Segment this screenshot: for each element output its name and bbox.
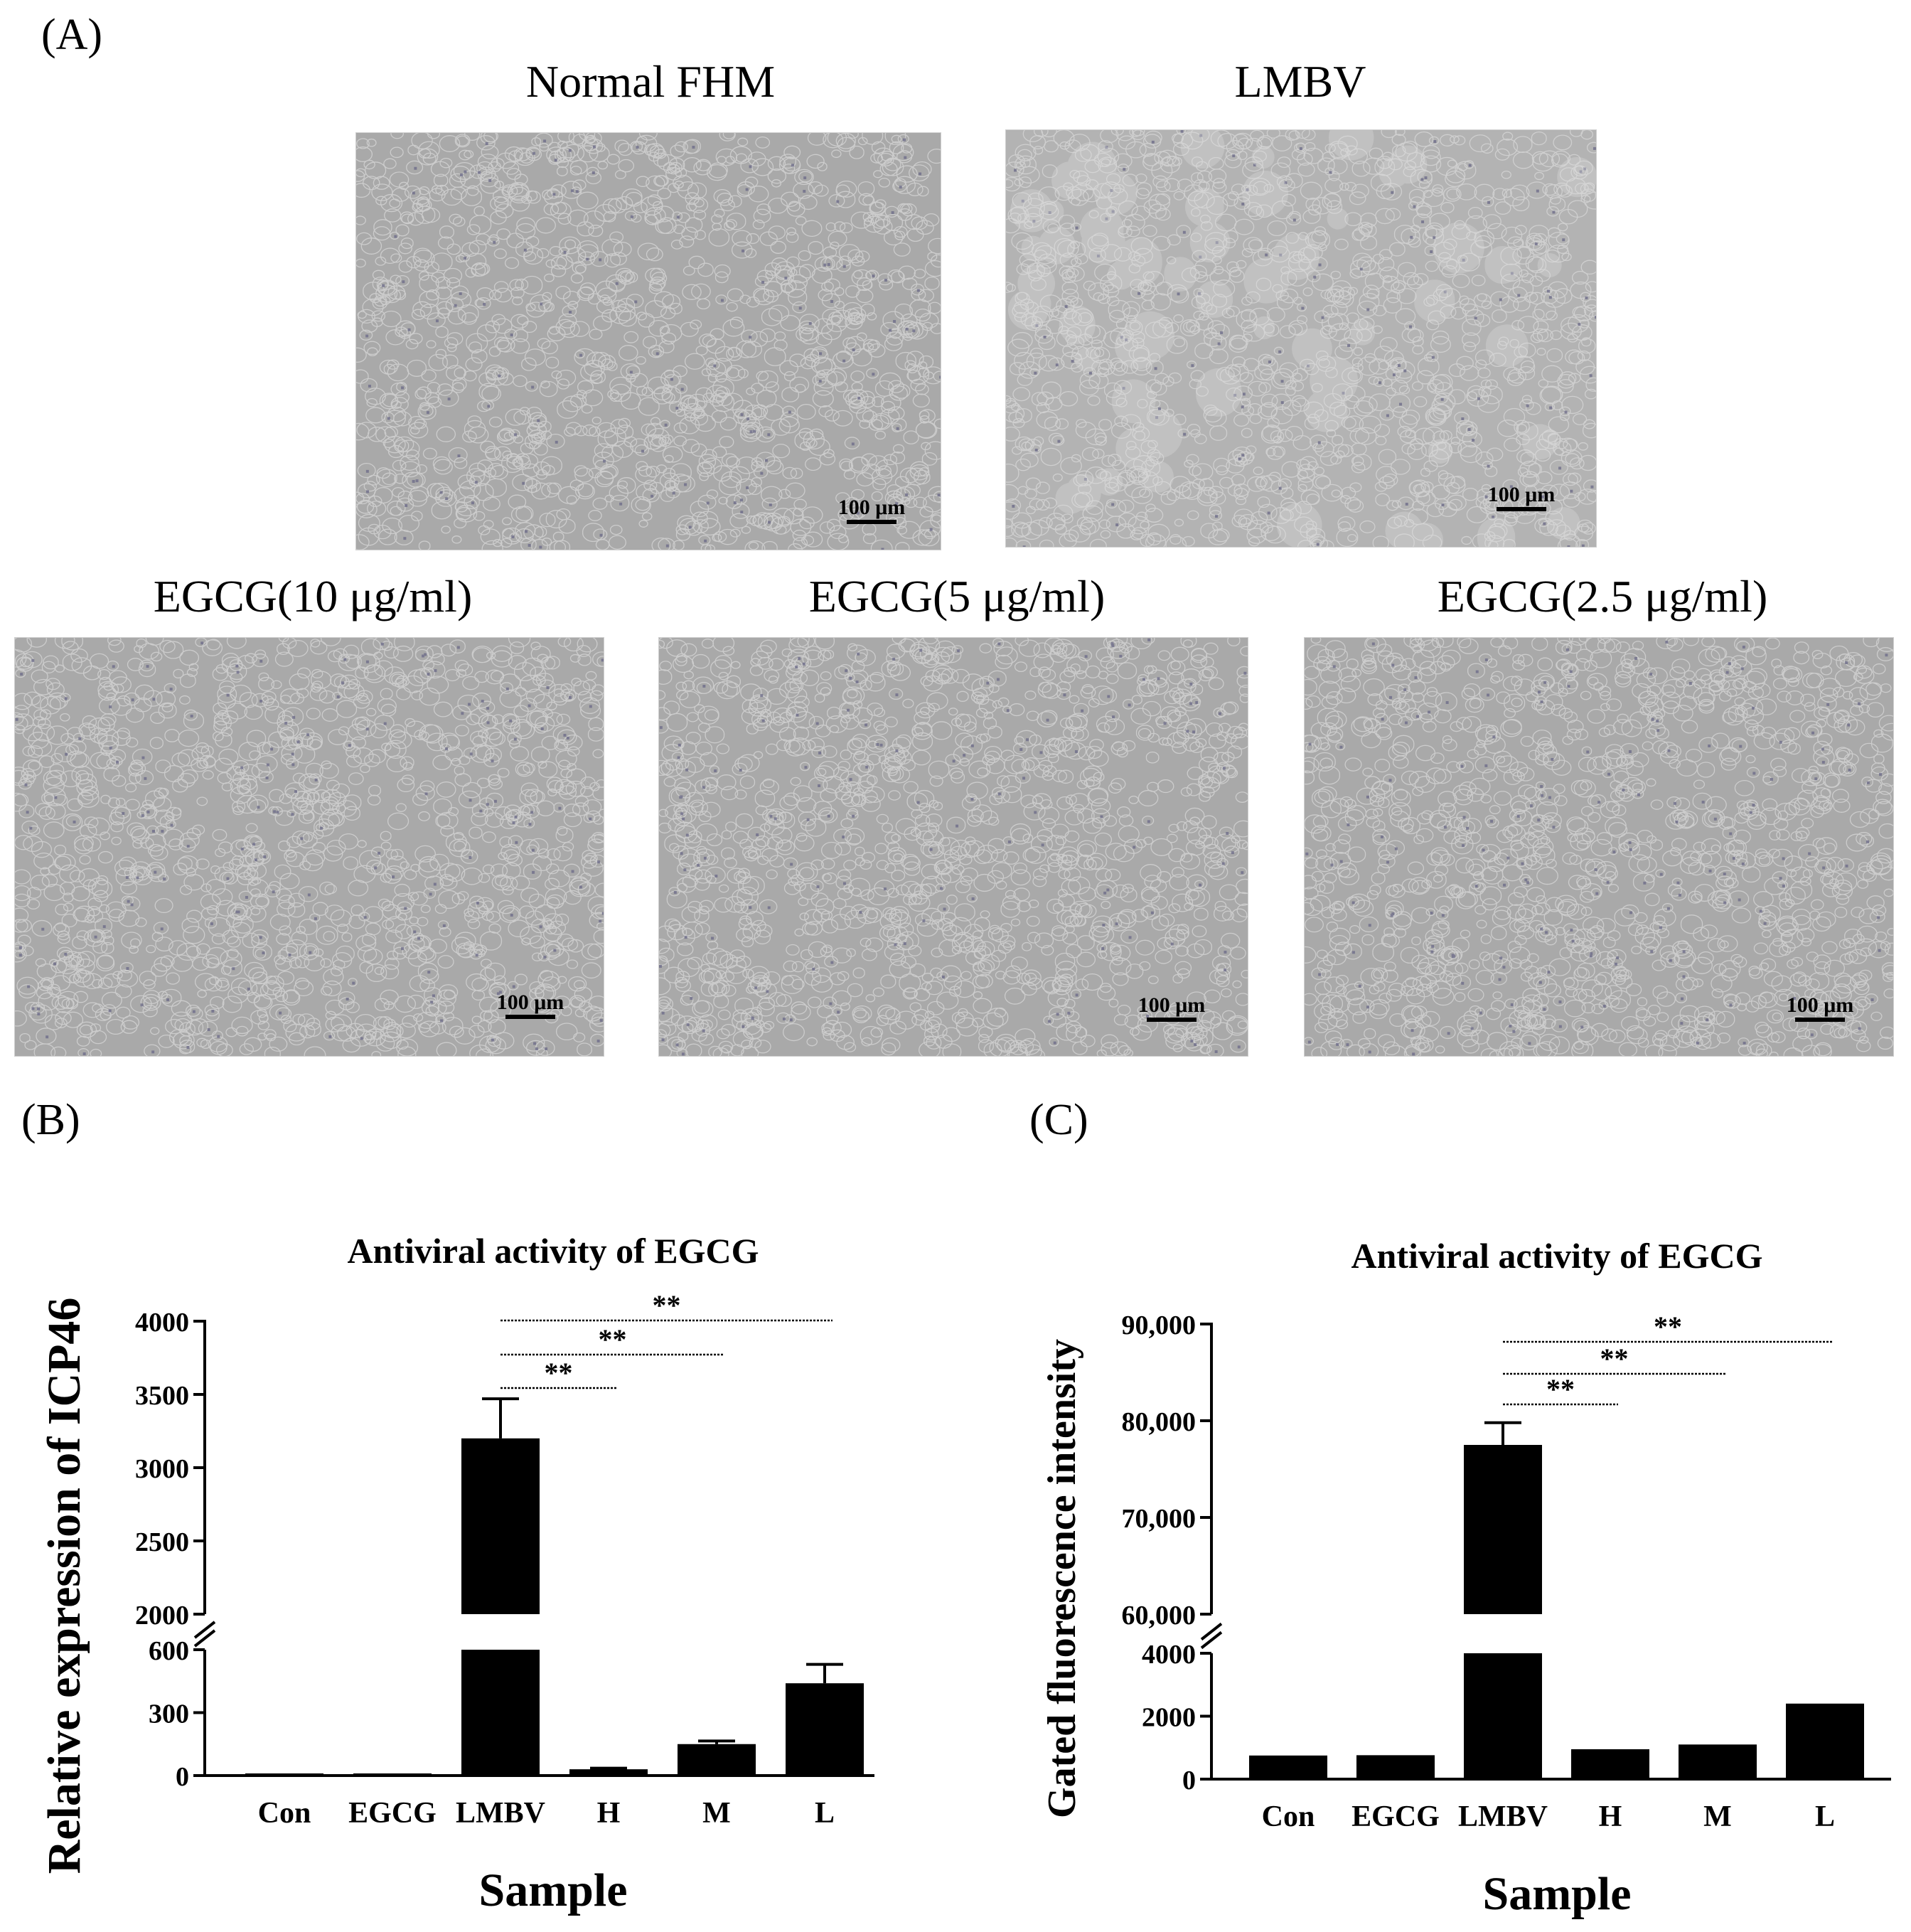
bar bbox=[1571, 1749, 1649, 1779]
bar-lower-segment bbox=[1464, 1653, 1542, 1779]
x-tick-label: H bbox=[1599, 1800, 1622, 1833]
y-tick-label: 90,000 bbox=[1122, 1311, 1197, 1340]
x-axis-label: Sample bbox=[1482, 1868, 1631, 1920]
y-tick-label: 4000 bbox=[1142, 1640, 1196, 1670]
x-tick-label: LMBV bbox=[1458, 1800, 1548, 1833]
y-axis-label: Gated fluorescence intensity bbox=[1040, 1339, 1084, 1818]
y-tick-label: 80,000 bbox=[1122, 1407, 1197, 1437]
significance-label: ** bbox=[1600, 1343, 1629, 1375]
bar bbox=[1786, 1704, 1864, 1779]
x-tick-label: M bbox=[1703, 1800, 1732, 1833]
x-tick-label: L bbox=[1815, 1800, 1835, 1833]
significance-label: ** bbox=[1546, 1373, 1575, 1405]
bar bbox=[1356, 1755, 1435, 1779]
bar bbox=[1679, 1744, 1757, 1779]
y-tick-label: 70,000 bbox=[1122, 1504, 1197, 1534]
axis-break-mark bbox=[1201, 1624, 1221, 1640]
y-tick-label: 0 bbox=[1182, 1766, 1196, 1795]
y-tick-label: 60,000 bbox=[1122, 1601, 1197, 1631]
x-tick-label: Con bbox=[1262, 1800, 1315, 1833]
y-tick-label: 2000 bbox=[1142, 1703, 1196, 1733]
significance-label: ** bbox=[1654, 1311, 1682, 1343]
axis-break-mark bbox=[1201, 1633, 1221, 1648]
bar bbox=[1464, 1445, 1542, 1614]
x-tick-label: EGCG bbox=[1351, 1800, 1440, 1833]
chart-title: Antiviral activity of EGCG bbox=[1351, 1236, 1762, 1276]
bar bbox=[1249, 1756, 1327, 1779]
